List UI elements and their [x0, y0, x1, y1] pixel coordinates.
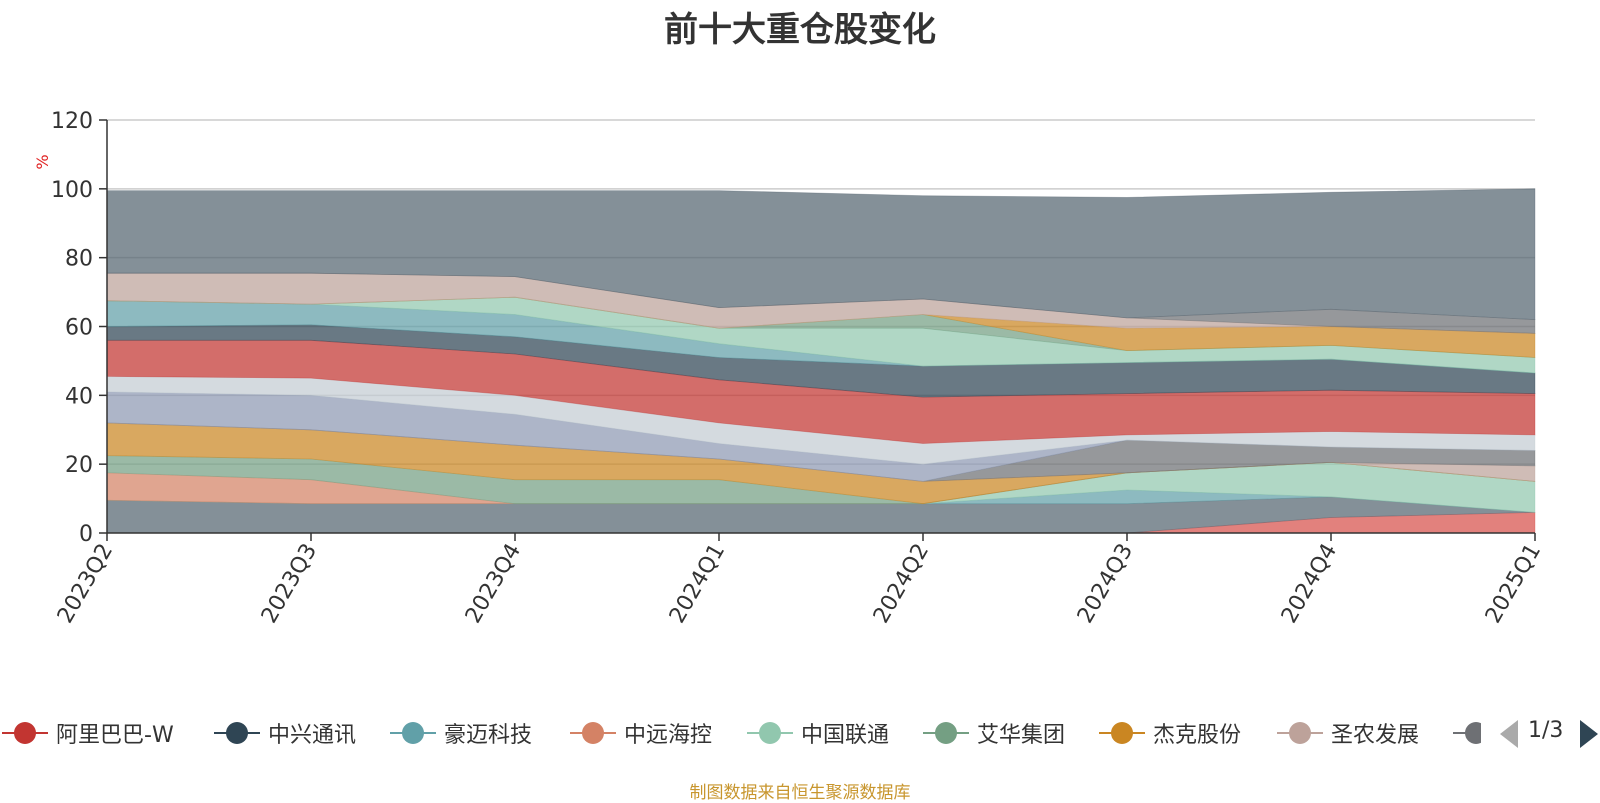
- area-band-12[interactable]: [106, 324, 1536, 398]
- data-source-note: 制图数据来自恒生聚源数据库: [689, 783, 911, 803]
- x-tick-label: 2023Q3: [257, 540, 322, 628]
- y-tick-label: 40: [65, 384, 93, 409]
- area-series: [106, 188, 1536, 534]
- y-tick-label: 100: [51, 178, 93, 203]
- legend-item[interactable]: 豪迈科技: [388, 713, 532, 753]
- area-band-11[interactable]: [106, 339, 1536, 444]
- x-tick-label: 2024Q3: [1073, 540, 1138, 628]
- legend-marker-icon: [1097, 718, 1147, 748]
- legend-item[interactable]: 艾华集团: [921, 713, 1065, 753]
- y-axis-unit-label: %: [33, 154, 52, 169]
- legend-marker-icon: [212, 718, 262, 748]
- legend-marker-icon: [1451, 718, 1481, 748]
- legend-marker-icon: [921, 718, 971, 748]
- legend-item[interactable]: 中远海控: [568, 713, 712, 753]
- legend-label: 圣农发展: [1331, 723, 1420, 748]
- legend-next-page-icon[interactable]: [1580, 720, 1598, 748]
- legend-prev-page-icon[interactable]: [1500, 720, 1518, 748]
- legend-item[interactable]: 阿里巴巴-W: [0, 713, 174, 753]
- legend-label: 杰克股份: [1153, 723, 1242, 748]
- legend-page-indicator: 1/3: [1528, 718, 1564, 743]
- y-tick-label: 20: [65, 453, 93, 478]
- area-band-19[interactable]: [106, 188, 1536, 321]
- legend-label: 中国联通: [801, 723, 890, 748]
- legend-label: 艾华集团: [977, 723, 1066, 748]
- x-tick-label: 2024Q2: [869, 540, 934, 628]
- x-tick-label: 2023Q2: [53, 540, 118, 628]
- y-tick-label: 0: [79, 522, 93, 547]
- chart-title: 前十大重仓股变化: [664, 10, 936, 50]
- y-tick-label: 120: [51, 109, 93, 134]
- legend: 阿里巴巴-W 中兴通讯 豪迈科技 中远海控 中国联通 艾华集团 杰克股份 圣农发展: [0, 713, 1600, 753]
- legend-marker-icon: [568, 718, 618, 748]
- legend-label: 阿里巴巴-W: [56, 723, 174, 748]
- legend-label: 豪迈科技: [444, 723, 533, 748]
- y-tick-label: 60: [65, 316, 93, 341]
- legend-label: 中兴通讯: [268, 723, 357, 748]
- legend-marker-icon: [1275, 718, 1325, 748]
- x-tick-label: 2024Q1: [665, 540, 730, 628]
- legend-marker-icon: [388, 718, 438, 748]
- x-tick-label: 2023Q4: [461, 540, 526, 628]
- x-tick-label: 2024Q4: [1277, 540, 1342, 628]
- x-tick-label: 2025Q1: [1481, 540, 1546, 628]
- legend-item[interactable]: [1451, 713, 1481, 753]
- legend-item[interactable]: 中国联通: [745, 713, 889, 753]
- area-band-10[interactable]: [106, 375, 1536, 465]
- legend-item[interactable]: 圣农发展: [1275, 713, 1419, 753]
- legend-marker-icon: [0, 718, 50, 748]
- legend-item[interactable]: 中兴通讯: [212, 713, 356, 753]
- y-tick-label: 80: [65, 247, 93, 272]
- legend-label: 中远海控: [624, 723, 713, 748]
- legend-marker-icon: [745, 718, 795, 748]
- legend-item[interactable]: 杰克股份: [1097, 713, 1241, 753]
